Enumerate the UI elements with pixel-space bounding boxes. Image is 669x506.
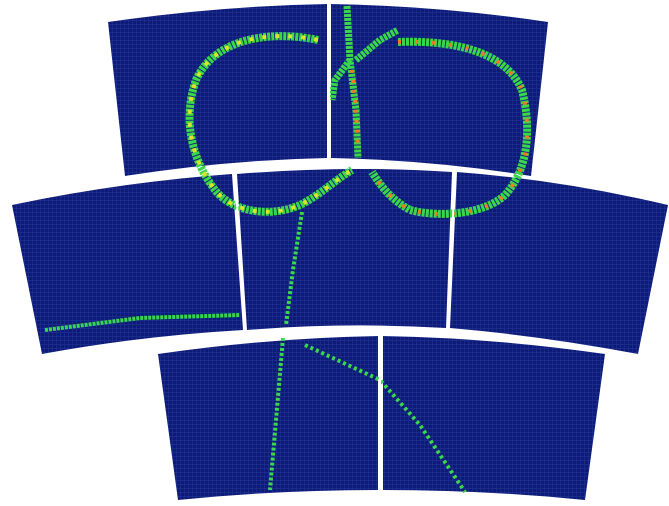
middle-row [12, 169, 668, 354]
panel [450, 172, 668, 354]
panel [158, 336, 378, 500]
detector-view [0, 0, 669, 506]
bottom-row [158, 336, 605, 500]
panel [383, 336, 605, 500]
panel [237, 169, 452, 330]
panel [12, 174, 243, 354]
panel [108, 4, 327, 176]
panel [331, 4, 548, 176]
page [0, 0, 669, 506]
